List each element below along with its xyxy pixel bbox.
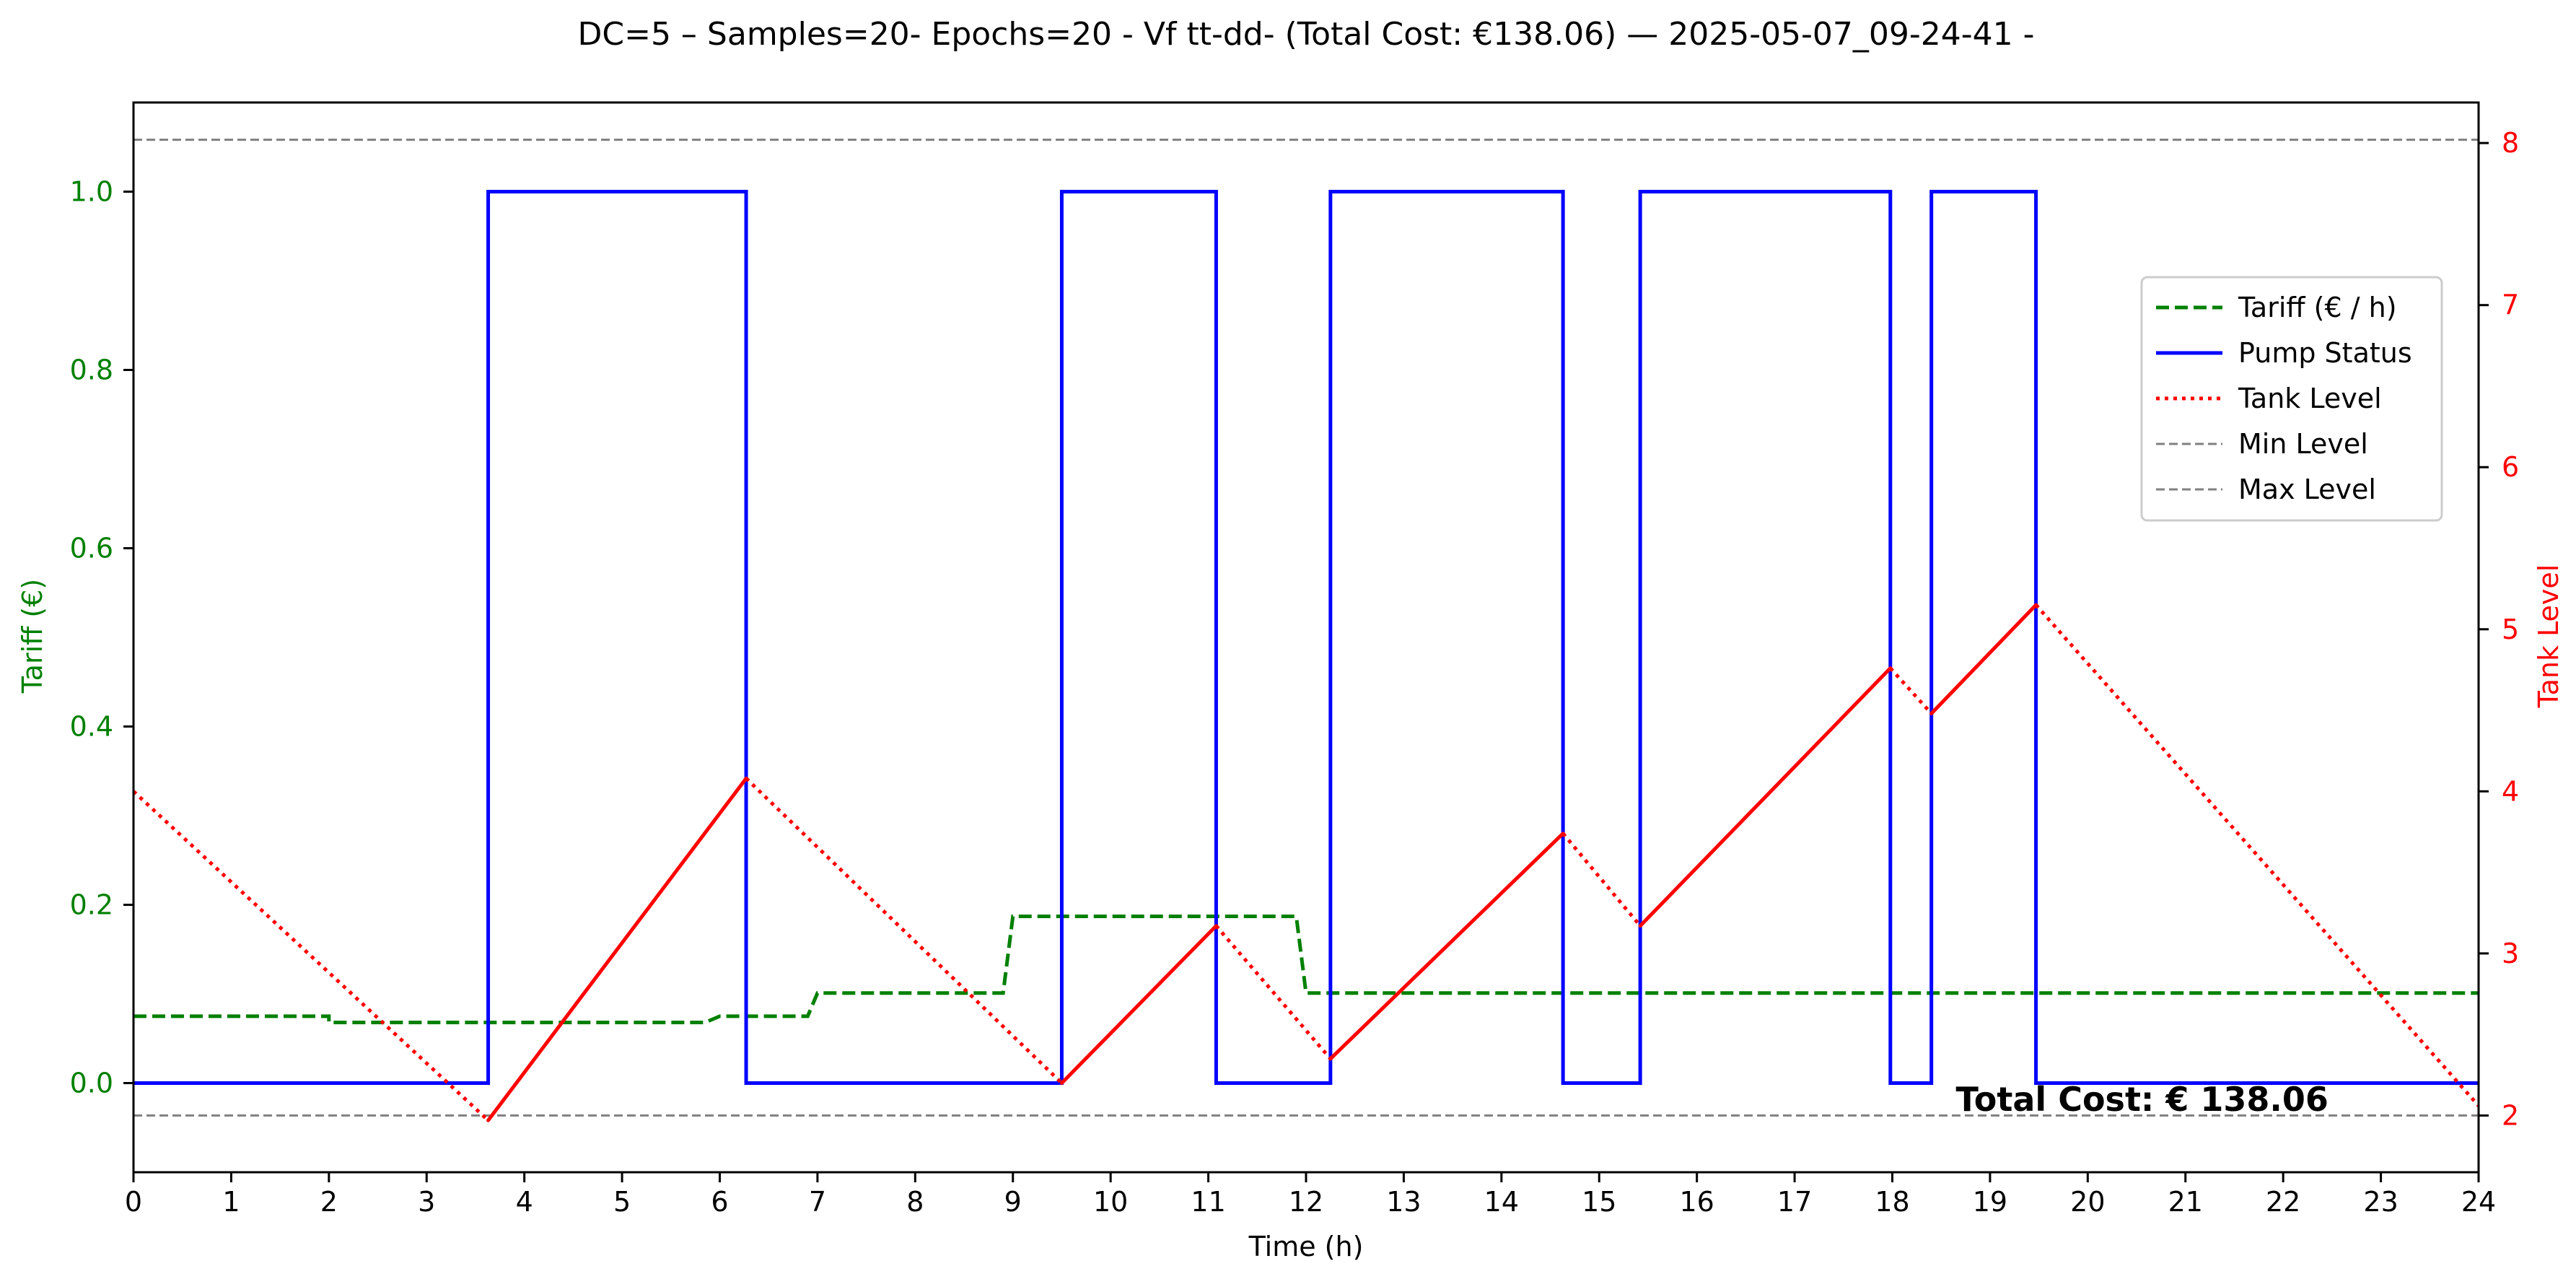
x-tick-label: 4	[516, 1186, 533, 1218]
tank-level-segment-filling	[1059, 924, 1218, 1085]
pump-status-line	[133, 190, 2479, 1085]
right-y-tick-label: 6	[2502, 451, 2519, 483]
x-tick-label: 6	[711, 1186, 728, 1218]
right-y-axis-label: Tank Level	[2533, 564, 2564, 709]
right-y-tick-label: 3	[2502, 938, 2519, 969]
x-tick-label: 24	[2461, 1186, 2496, 1218]
x-tick-label: 10	[1093, 1186, 1128, 1218]
x-tick-label: 20	[2070, 1186, 2105, 1218]
legend-label: Max Level	[2238, 474, 2376, 505]
legend: Tariff (€ / h) Pump Status Tank Level Min L…	[2140, 276, 2443, 522]
left-y-tick-label: 0.6	[70, 533, 113, 564]
left-y-tick-label: 0.4	[70, 711, 113, 743]
x-tick-label: 12	[1289, 1186, 1323, 1218]
legend-label: Tank Level	[2238, 383, 2382, 414]
tank-level-segment-draining	[1888, 666, 1933, 715]
chart-title: DC=5 – Samples=20- Epochs=20 - Vf tt-dd-…	[577, 16, 2034, 53]
legend-label: Pump Status	[2238, 337, 2412, 369]
x-axis-label: Time (h)	[1248, 1231, 1364, 1262]
x-tick-label: 3	[418, 1186, 435, 1218]
x-tick-label: 23	[2363, 1186, 2398, 1218]
legend-label: Min Level	[2238, 428, 2368, 460]
legend-box	[2140, 276, 2443, 522]
legend-label: Tariff (€ / h)	[2238, 292, 2397, 323]
x-tick-label: 2	[320, 1186, 338, 1218]
tariff-line	[133, 915, 2479, 1025]
tank-level-segment-filling	[486, 776, 748, 1122]
x-tick-label: 15	[1582, 1186, 1616, 1218]
axes: 0 1 2 3 4 5 6 7 8 9 10 11 12 13 14 15 16 17 18 19 20 21 22 23 24…	[70, 101, 2519, 1218]
plot-area	[132, 139, 2480, 1122]
left-y-tick-label: 1.0	[70, 176, 113, 208]
tank-level-segment-filling	[1638, 666, 1893, 928]
tank-level-segment-draining	[2034, 603, 2480, 1107]
x-tick-label: 5	[613, 1186, 631, 1218]
x-tick-label: 17	[1777, 1186, 1812, 1218]
x-tick-label: 8	[906, 1186, 924, 1218]
left-y-tick-label: 0.2	[70, 889, 113, 921]
x-tick-label: 19	[1973, 1186, 2007, 1218]
left-y-tick-label: 0.8	[70, 354, 113, 386]
right-y-tick-label: 7	[2502, 289, 2519, 321]
x-tick-label: 11	[1191, 1186, 1225, 1218]
right-y-tick-label: 4	[2502, 775, 2519, 807]
tank-level-segment-draining	[1561, 832, 1642, 928]
x-tick-label: 14	[1484, 1186, 1519, 1218]
right-y-tick-label: 5	[2502, 614, 2519, 645]
left-y-tick-label: 0.0	[70, 1068, 113, 1099]
x-tick-label: 0	[125, 1186, 142, 1218]
right-y-tick-label: 8	[2502, 127, 2519, 159]
x-tick-label: 13	[1386, 1186, 1421, 1218]
x-tick-label: 1	[222, 1186, 240, 1218]
tank-level-segment-draining	[132, 790, 490, 1122]
left-y-axis-label: Tariff (€)	[17, 579, 48, 694]
total-cost-annotation: Total Cost: € 138.06	[1956, 1080, 2329, 1119]
tank-level-segment-filling	[1328, 832, 1565, 1061]
x-tick-label: 21	[2168, 1186, 2203, 1218]
tank-level-segment-draining	[745, 777, 1064, 1085]
x-tick-label: 18	[1875, 1186, 1909, 1218]
right-y-tick-label: 2	[2502, 1099, 2519, 1131]
tank-level-segment-filling	[1929, 603, 2038, 716]
x-tick-label: 7	[809, 1186, 826, 1218]
x-tick-label: 9	[1004, 1186, 1022, 1218]
tank-level-segment-draining	[1214, 925, 1332, 1060]
x-tick-label: 16	[1679, 1186, 1714, 1218]
x-tick-label: 22	[2266, 1186, 2300, 1218]
